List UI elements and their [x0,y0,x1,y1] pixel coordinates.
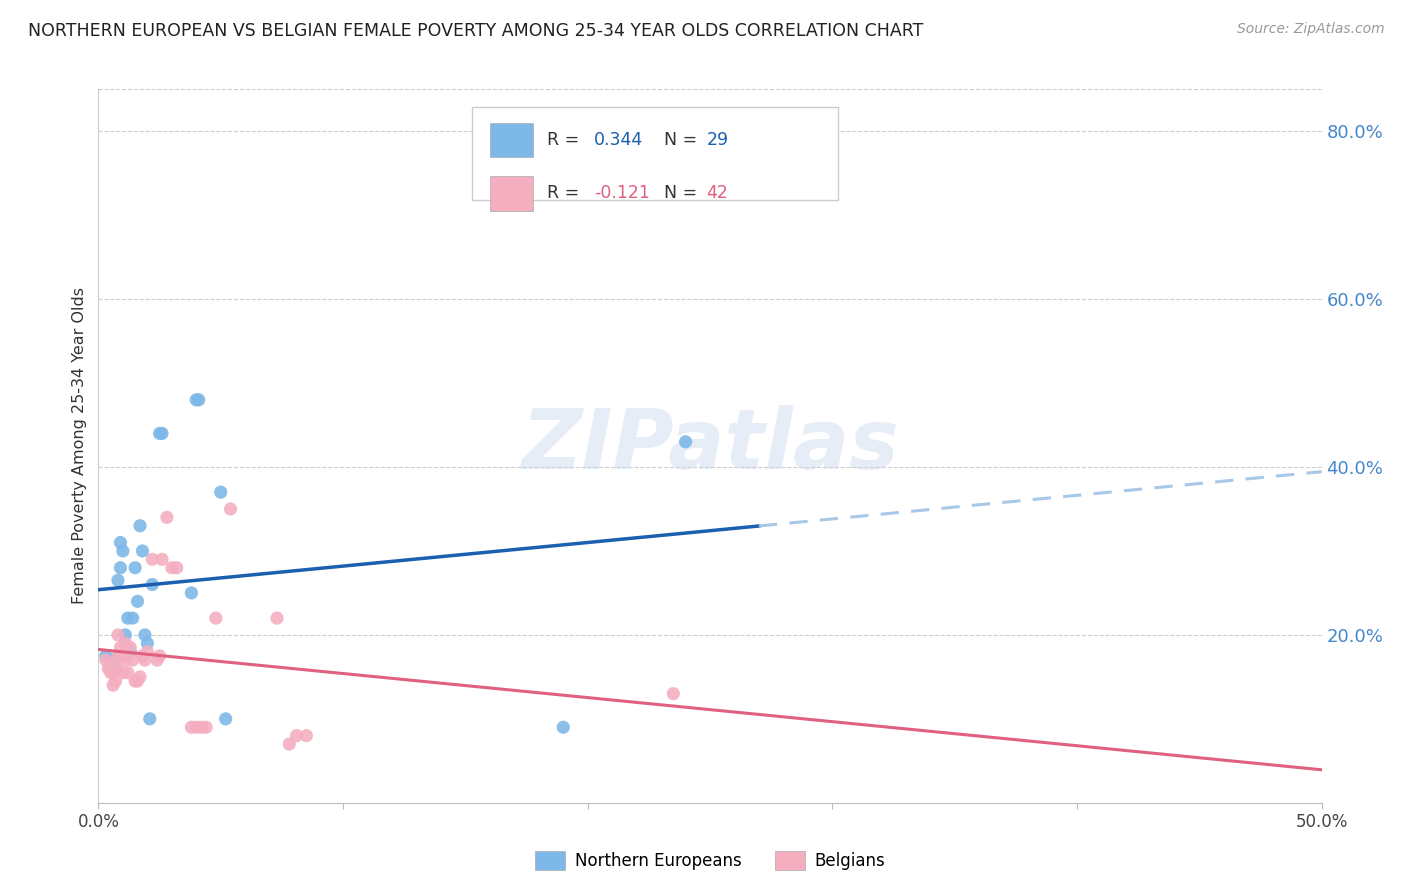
Point [219,502,242,516]
Y-axis label: Female Poverty Among 25-34 Year Olds: Female Poverty Among 25-34 Year Olds [72,287,87,605]
Point [114,653,136,667]
Point [285,729,308,743]
Point [120,645,142,659]
Point [150,426,173,441]
Point [160,560,183,574]
Point [100,653,122,667]
Point [107,628,129,642]
Point [101,665,124,680]
Point [110,640,132,655]
Text: -0.121: -0.121 [593,185,650,202]
Point [111,544,134,558]
Point [127,594,149,608]
Point [97,661,120,675]
Point [166,560,188,574]
Point [141,577,163,591]
Point [104,661,127,675]
Point [94,653,117,667]
Point [114,636,136,650]
Text: 29: 29 [706,131,728,149]
Point [124,560,146,574]
Point [121,653,143,667]
Point [101,678,124,692]
Point [186,392,208,407]
Point [136,636,159,650]
Point [195,720,218,734]
Point [150,552,173,566]
Point [146,653,169,667]
FancyBboxPatch shape [471,107,838,200]
Text: Source: ZipAtlas.com: Source: ZipAtlas.com [1237,22,1385,37]
Point [129,518,152,533]
Point [134,628,156,642]
Point [141,552,163,566]
Point [139,712,162,726]
Point [295,729,318,743]
Text: R =: R = [547,185,585,202]
Point [129,670,152,684]
Point [278,737,301,751]
Point [180,720,202,734]
Point [117,611,139,625]
Point [111,648,134,663]
Point [104,674,127,689]
Legend: Northern Europeans, Belgians: Northern Europeans, Belgians [527,844,893,877]
Point [180,586,202,600]
Point [156,510,179,524]
Point [209,485,232,500]
FancyBboxPatch shape [489,177,533,211]
Point [114,628,136,642]
Point [186,720,208,734]
Point [553,720,575,734]
Point [104,661,127,675]
Point [214,712,236,726]
Point [127,674,149,689]
Point [110,560,132,574]
Point [107,574,129,588]
Text: 42: 42 [706,185,728,202]
Point [117,665,139,680]
Point [136,645,159,659]
Point [124,674,146,689]
Text: N =: N = [664,185,703,202]
Point [131,648,153,663]
Text: NORTHERN EUROPEAN VS BELGIAN FEMALE POVERTY AMONG 25-34 YEAR OLDS CORRELATION CH: NORTHERN EUROPEAN VS BELGIAN FEMALE POVE… [28,22,924,40]
Point [187,392,209,407]
Point [662,687,685,701]
Point [131,544,153,558]
Text: R =: R = [547,131,585,149]
Point [675,434,697,449]
Point [110,535,132,549]
Point [120,640,142,655]
Point [101,653,124,667]
FancyBboxPatch shape [489,123,533,157]
Point [149,648,172,663]
Point [111,665,134,680]
Point [94,648,117,663]
Point [205,611,228,625]
Point [121,611,143,625]
Text: 0.344: 0.344 [593,131,643,149]
Point [149,426,172,441]
Text: ZIPatlas: ZIPatlas [522,406,898,486]
Point [107,648,129,663]
Text: N =: N = [664,131,703,149]
Point [100,657,122,672]
Point [134,653,156,667]
Point [100,665,122,680]
Point [190,720,212,734]
Point [266,611,288,625]
